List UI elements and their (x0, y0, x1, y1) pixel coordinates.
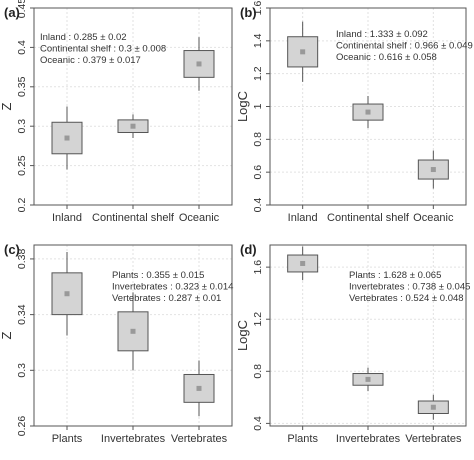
panel-a-xtick-label-0: Inland (52, 212, 82, 224)
panel-c-xtick-label-1: Invertebrates (101, 433, 166, 445)
panel-d-ytick-label-1: 0.8 (252, 364, 264, 379)
panel-a-mean-0 (64, 135, 70, 141)
panel-d-ylabel: LogC (235, 320, 250, 351)
panel-d-annotation-0: Plants : 1.628 ± 0.065 (349, 270, 441, 281)
panel-a-ytick-label-2: 0.3 (16, 119, 28, 134)
panel-a-annotation-2: Oceanic : 0.379 ± 0.017 (40, 55, 141, 66)
panel-b-xtick-label-1: Continental shelf (327, 212, 410, 224)
panel-d-ytick-label-0: 0.4 (252, 416, 264, 431)
panel-c-ytick-label-2: 0.34 (16, 304, 28, 325)
panel-c-xtick-label-0: Plants (52, 433, 83, 445)
panel-b-mean-0 (300, 49, 306, 55)
panel-d-annotation-1: Invertebrates : 0.738 ± 0.045 (349, 282, 470, 293)
panel-b-ytick-label-6: 1.6 (252, 1, 264, 16)
panel-a-ytick-label-5: 0.45 (16, 0, 28, 18)
panel-a-ytick-label-3: 0.35 (16, 76, 28, 97)
panel-d-label: (d) (240, 242, 257, 257)
panel-a-mean-1 (130, 123, 136, 129)
panel-b: 0.4 0.6 0.8 1 1.2 1.4 1.6 Inland Continental she… (235, 1, 473, 224)
panel-c-ytick-label-3: 0.38 (16, 249, 28, 270)
panel-d-xtick-label-0: Plants (287, 433, 318, 445)
panel-a-xtick-label-1: Continental shelf (92, 212, 175, 224)
panel-c-annotation-1: Invertebrates : 0.323 ± 0.014 (112, 282, 233, 293)
panel-b-annotation-1: Continental shelf : 0.966 ± 0.049 (336, 41, 473, 52)
panel-a: 0.2 0.25 0.3 0.35 0.4 0.45 Inland Continental s… (0, 0, 233, 224)
panel-c-mean-2 (196, 385, 202, 391)
panel-b-ytick-label-0: 0.4 (252, 198, 264, 213)
panel-b-ytick-label-1: 0.6 (252, 165, 264, 180)
panel-b-ytick-label-2: 0.8 (252, 132, 264, 147)
panel-d-ytick-label-3: 1.6 (252, 260, 264, 275)
panel-d: 0.4 0.8 1.2 1.6 Plants Invertebrates Vertebrat… (235, 242, 470, 445)
panel-c-label: (c) (4, 242, 20, 257)
panel-d-mean-0 (300, 260, 306, 266)
panel-d-mean-2 (430, 404, 436, 410)
panel-a-annotation-1: Continental shelf : 0.3 ± 0.008 (40, 44, 166, 55)
panel-a-xtick-label-2: Oceanic (179, 212, 220, 224)
panel-b-xtick-label-2: Oceanic (413, 212, 454, 224)
panel-b-ytick-label-5: 1.4 (252, 33, 264, 48)
panel-c-xtick-label-2: Vertebrates (171, 433, 228, 445)
panel-c-mean-0 (64, 291, 70, 297)
panel-c-ytick-label-1: 0.3 (16, 363, 28, 378)
panel-d-annotation-2: Vertebrates : 0.524 ± 0.048 (349, 293, 464, 304)
panel-b-ytick-label-4: 1.2 (252, 66, 264, 81)
panel-a-ytick-label-4: 0.4 (16, 40, 28, 55)
panel-c-annotation-0: Plants : 0.355 ± 0.015 (112, 270, 204, 281)
panel-a-ytick-label-0: 0.2 (16, 198, 28, 213)
panel-a-label: (a) (4, 5, 20, 20)
panel-d-ytick-label-2: 1.2 (252, 312, 264, 327)
panel-c-ylabel: Z (0, 331, 14, 339)
panel-b-ytick-label-3: 1 (252, 103, 264, 109)
panel-d-xtick-label-2: Vertebrates (405, 433, 462, 445)
panel-c-ytick-label-0: 0.26 (16, 416, 28, 437)
panel-a-annotation-0: Inland : 0.285 ± 0.02 (40, 32, 127, 43)
panel-b-mean-2 (430, 167, 436, 173)
panel-a-ylabel: Z (0, 102, 14, 110)
panel-d-xtick-label-1: Invertebrates (336, 433, 401, 445)
panel-d-mean-1 (365, 376, 371, 382)
panel-b-mean-1 (365, 109, 371, 115)
panel-c-mean-1 (130, 328, 136, 334)
panel-b-label: (b) (240, 5, 257, 20)
panel-a-mean-2 (196, 61, 202, 67)
panel-c: 0.26 0.3 0.34 0.38 Plants Invertebrates Verteb… (0, 242, 233, 445)
panel-b-annotation-0: Inland : 1.333 ± 0.092 (336, 29, 428, 40)
panel-b-xtick-label-0: Inland (288, 212, 318, 224)
panel-b-annotation-2: Oceanic : 0.616 ± 0.058 (336, 52, 437, 63)
panel-a-ytick-label-1: 0.25 (16, 155, 28, 176)
panel-b-ylabel: LogC (235, 91, 250, 122)
panel-c-annotation-2: Vertebrates : 0.287 ± 0.01 (112, 293, 221, 304)
